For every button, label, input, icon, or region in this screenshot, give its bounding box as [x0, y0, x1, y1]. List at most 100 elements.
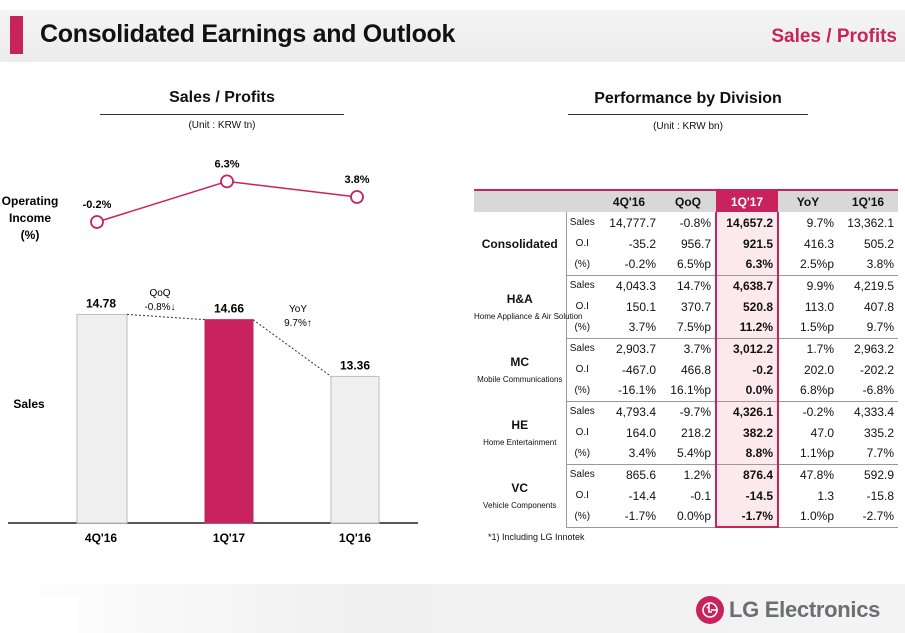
sales-value-label: 14.66: [214, 302, 244, 316]
value-cell: -9.7%: [679, 404, 711, 419]
change-annotation-label: YoY: [289, 304, 307, 315]
value-cell: 4,219.5: [853, 278, 894, 293]
table-row: (%) -1.7% 0.0%p -1.7% 1.0%p -2.7%: [474, 506, 898, 528]
division-name: Consolidated: [481, 236, 558, 251]
sales-value-label: 14.78: [86, 296, 116, 310]
value-cell-highlight: 8.8%: [715, 443, 779, 465]
oi-axis-label-3: (%): [21, 228, 40, 242]
sales-bar: [204, 319, 254, 524]
value-cell: 4,043.3: [615, 278, 656, 293]
division-cell: H&A Home Appliance & Air Solution: [474, 275, 583, 338]
value-cell: 407.8: [863, 299, 894, 314]
value-cell: 466.8: [680, 362, 711, 377]
row-label: Sales: [569, 217, 595, 228]
division-subtitle: Mobile Communications: [477, 374, 563, 384]
x-tick-label: 1Q'16: [339, 531, 372, 545]
value-cell: -1.7%: [598, 506, 660, 528]
value-cell-highlight: 0.0%: [715, 380, 779, 402]
x-tick-label: 4Q'16: [85, 531, 118, 545]
value-cell-highlight: 11.2%: [715, 317, 779, 339]
value-cell: -14.4: [628, 488, 656, 503]
value-cell: 7.7%: [838, 443, 898, 465]
header-col: 4Q'16: [598, 189, 660, 212]
value-cell: -15.8: [866, 488, 894, 503]
table-row: (%) 3.7% 7.5%p 11.2% 1.5%p 9.7%: [474, 317, 898, 339]
header-col: QoQ: [660, 189, 716, 212]
table-row: VC Vehicle Components Sales 865.6 1.2% 876.4 4…: [474, 464, 898, 527]
value-cell: 865.6: [625, 467, 656, 482]
table-row: O.I -35.2 956.7 921.5 416.3 505.2: [474, 233, 898, 254]
qoq-connector: [126, 313, 206, 321]
value-cell-highlight: -14.5: [715, 485, 779, 506]
value-cell-highlight: 4,326.1: [715, 401, 779, 422]
value-cell: -2.7%: [838, 506, 898, 528]
row-label: Sales: [569, 280, 595, 292]
page-title: Consolidated Earnings and Outlook: [40, 20, 456, 48]
oi-value-label: -0.2%: [83, 199, 112, 211]
footer-corner: [0, 597, 78, 633]
value-cell-highlight: 382.2: [715, 422, 779, 443]
oi-point: [350, 190, 364, 204]
division-name: MC: [510, 354, 530, 369]
row-label: Sales: [569, 469, 595, 481]
table-row: O.I -467.0 466.8 -0.2 202.0 -202.2: [474, 359, 898, 380]
row-label: O.I: [575, 301, 589, 312]
table-title: Performance by Division: [594, 90, 782, 107]
value-cell: 2,903.7: [615, 341, 656, 356]
table-unit: (Unit : KRW bn): [653, 121, 723, 132]
header-blank: [566, 189, 598, 212]
value-cell: 1.5%p: [778, 317, 838, 339]
division-cell: MC Mobile Communications: [474, 338, 567, 401]
value-cell: 14.7%: [676, 278, 711, 293]
value-cell-highlight: 6.3%: [715, 254, 779, 276]
value-cell: -0.8%: [679, 215, 711, 230]
performance-table: 4Q'16 QoQ 1Q'17 YoY 1Q'16 Consolidated Sa…: [474, 189, 898, 528]
value-cell-highlight: 520.8: [715, 296, 779, 317]
value-cell-highlight: 4,638.7: [715, 275, 779, 296]
division-name: HE: [511, 417, 529, 432]
table-row: HE Home Entertainment Sales 4,793.4 -9.7% 4,3…: [474, 401, 898, 464]
value-cell: -16.1%: [598, 380, 660, 402]
row-label: (%): [566, 443, 598, 465]
value-cell: -467.0: [621, 362, 656, 377]
value-cell-highlight: 921.5: [715, 233, 779, 254]
value-cell: 113.0: [804, 299, 834, 314]
table-row: H&A Home Appliance & Air Solution Sales 4,0…: [474, 275, 898, 338]
value-cell: 9.9%: [806, 278, 834, 293]
value-cell: -35.2: [628, 236, 656, 251]
row-label: O.I: [575, 427, 589, 438]
value-cell: 4,333.4: [853, 404, 894, 419]
row-label: O.I: [575, 490, 589, 501]
value-cell: 3.7%: [598, 317, 660, 339]
slide-header: Consolidated Earnings and Outlook Sales …: [0, 10, 905, 62]
value-cell: -0.2%: [802, 404, 834, 419]
section-tag: Sales / Profits: [771, 26, 897, 47]
oi-point: [90, 215, 104, 229]
division-cell: HE Home Entertainment: [474, 401, 567, 464]
header-col: 1Q'16: [838, 189, 898, 212]
header-blank: [474, 189, 566, 212]
table-row: (%) 3.4% 5.4%p 8.8% 1.1%p 7.7%: [474, 443, 898, 465]
value-cell: -0.1: [690, 488, 711, 503]
value-cell: 16.1%p: [660, 380, 716, 402]
division-name: VC: [511, 480, 529, 495]
value-cell: 9.7%: [838, 317, 898, 339]
table-row: (%) -16.1% 16.1%p 0.0% 6.8%p -6.8%: [474, 380, 898, 402]
logo-text: LG Electronics: [729, 597, 881, 622]
change-annotation-label: QoQ: [149, 288, 170, 299]
value-cell: -202.2: [859, 362, 894, 377]
value-cell: 416.3: [803, 236, 834, 251]
sales-bar: [76, 313, 128, 524]
value-cell: 14,777.7: [609, 215, 656, 230]
value-cell: 1.1%p: [778, 443, 838, 465]
value-cell: 9.7%: [806, 215, 834, 230]
division-name: H&A: [506, 291, 533, 306]
oi-value-label: 3.8%: [344, 174, 369, 186]
row-label: (%): [566, 506, 598, 528]
value-cell: 164.0: [625, 425, 656, 440]
value-cell: 202.0: [803, 362, 834, 377]
value-cell: 0.0%p: [660, 506, 716, 528]
division-subtitle: Home Appliance & Air Solution: [474, 311, 583, 321]
value-cell: 1.0%p: [778, 506, 838, 528]
value-cell: 3.8%: [838, 254, 898, 276]
